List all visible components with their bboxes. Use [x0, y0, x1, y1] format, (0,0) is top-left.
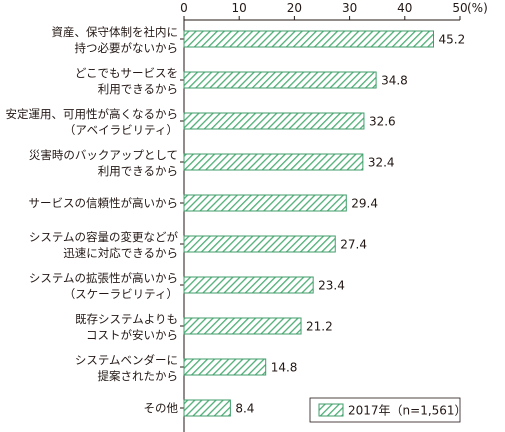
category-label: システムの拡張性が高いから: [29, 271, 178, 285]
x-unit-label: (%): [467, 1, 488, 15]
bar: [183, 194, 347, 212]
x-axis-ticks: 0 10 20 30 40 50 (%): [180, 1, 488, 15]
x-tick-label: 50: [452, 1, 467, 15]
legend-label: 2017年（n=1,561）: [348, 404, 467, 418]
x-tick-label: 30: [342, 1, 357, 15]
x-tick-label: 40: [397, 1, 412, 15]
category-label: 安定運用、可用性が高くなるから: [6, 107, 179, 121]
category-label: 既存システムよりも: [75, 312, 178, 326]
category-label: どこでもサービスを: [75, 66, 178, 80]
bars: [183, 30, 435, 417]
value-labels: 45.2 34.8 32.6 32.4 29.4 27.4 23.4 21.2 14.8 8.4: [235, 33, 465, 416]
x-tick-label: 0: [180, 1, 188, 15]
bar: [183, 399, 231, 417]
value-label: 34.8: [381, 74, 408, 88]
bar: [183, 317, 302, 335]
value-label: 14.8: [271, 361, 298, 375]
value-label: 23.4: [318, 279, 345, 293]
category-label: サービスの信頼性が高いから: [29, 196, 179, 210]
category-label: 迅速に対応できるから: [63, 246, 178, 260]
category-label: システムベンダーに: [75, 353, 178, 367]
value-label: 27.4: [340, 238, 367, 252]
bar: [183, 30, 435, 48]
value-label: 45.2: [439, 33, 466, 47]
category-label: 資産、保守体制を社内に: [52, 25, 179, 39]
x-tick-label: 10: [232, 1, 247, 15]
value-label: 8.4: [235, 402, 254, 416]
x-tick-label: 20: [287, 1, 302, 15]
category-label: 利用できるから: [98, 82, 178, 96]
bar: [183, 112, 365, 130]
category-labels: 資産、保守体制を社内に持つ必要がないからどこでもサービスを利用できるから安定運用…: [6, 25, 179, 415]
bar: [183, 358, 267, 376]
legend-box: [309, 397, 461, 423]
category-label: （スケーラビリティ）: [64, 287, 178, 301]
bar: [183, 71, 377, 89]
category-label: （アベイラビリティ）: [64, 123, 178, 137]
category-label: コストが安いから: [86, 328, 178, 342]
legend-swatch: [318, 403, 344, 417]
category-label: システムの容量の変更などが: [29, 230, 179, 244]
value-label: 29.4: [351, 197, 378, 211]
category-label: 持つ必要がないから: [75, 41, 179, 55]
bar: [183, 153, 364, 171]
value-label: 21.2: [306, 320, 333, 334]
legend: 2017年（n=1,561）: [309, 397, 467, 423]
category-label: 災害時のバックアップとして: [29, 148, 178, 162]
category-label: 利用できるから: [98, 164, 178, 178]
bar: [183, 235, 336, 253]
value-label: 32.4: [368, 156, 395, 170]
value-label: 32.6: [369, 115, 396, 129]
category-label: 提案されたから: [98, 369, 179, 383]
category-label: その他: [144, 401, 179, 415]
bar: [183, 276, 314, 294]
